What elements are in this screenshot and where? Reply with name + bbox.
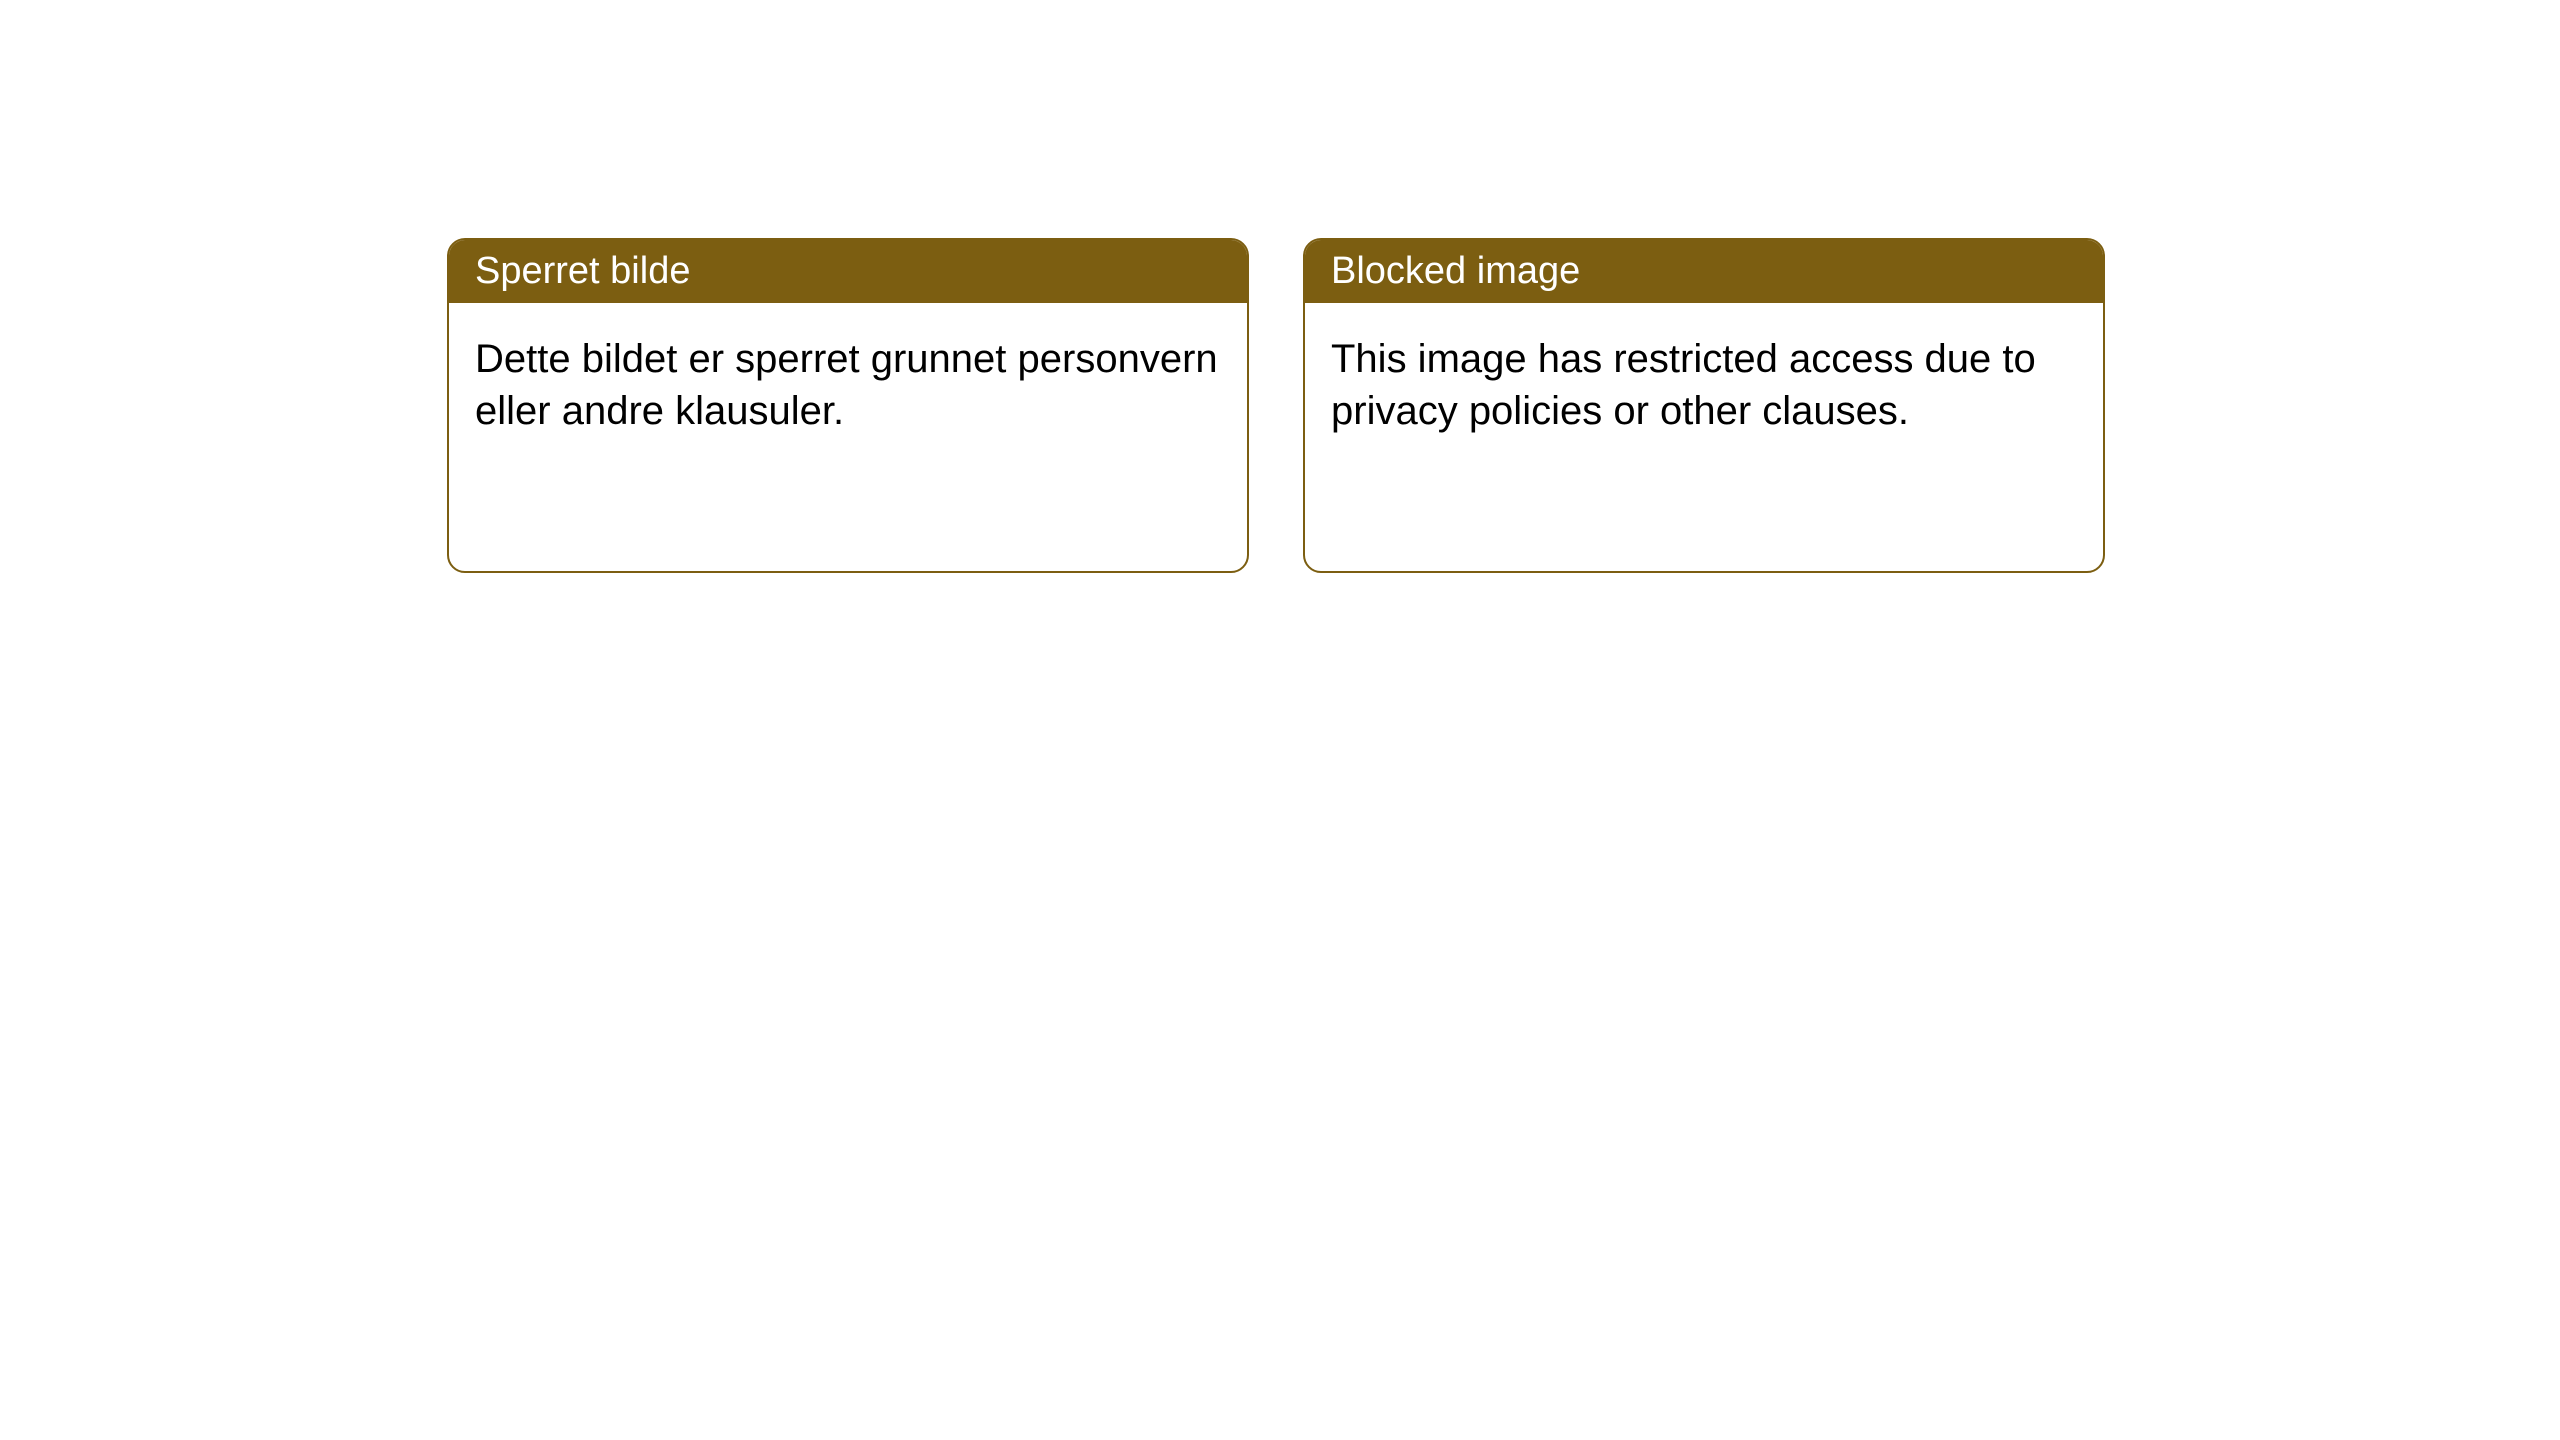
notice-box-english: Blocked image This image has restricted … — [1303, 238, 2105, 573]
notice-body-text: Dette bildet er sperret grunnet personve… — [475, 337, 1218, 433]
notice-container: Sperret bilde Dette bildet er sperret gr… — [0, 0, 2560, 573]
notice-body: This image has restricted access due to … — [1305, 303, 2103, 467]
notice-header: Blocked image — [1305, 240, 2103, 303]
notice-body-text: This image has restricted access due to … — [1331, 337, 2036, 433]
notice-title: Blocked image — [1331, 250, 1580, 292]
notice-header: Sperret bilde — [449, 240, 1247, 303]
notice-body: Dette bildet er sperret grunnet personve… — [449, 303, 1247, 467]
notice-title: Sperret bilde — [475, 250, 690, 292]
notice-box-norwegian: Sperret bilde Dette bildet er sperret gr… — [447, 238, 1249, 573]
